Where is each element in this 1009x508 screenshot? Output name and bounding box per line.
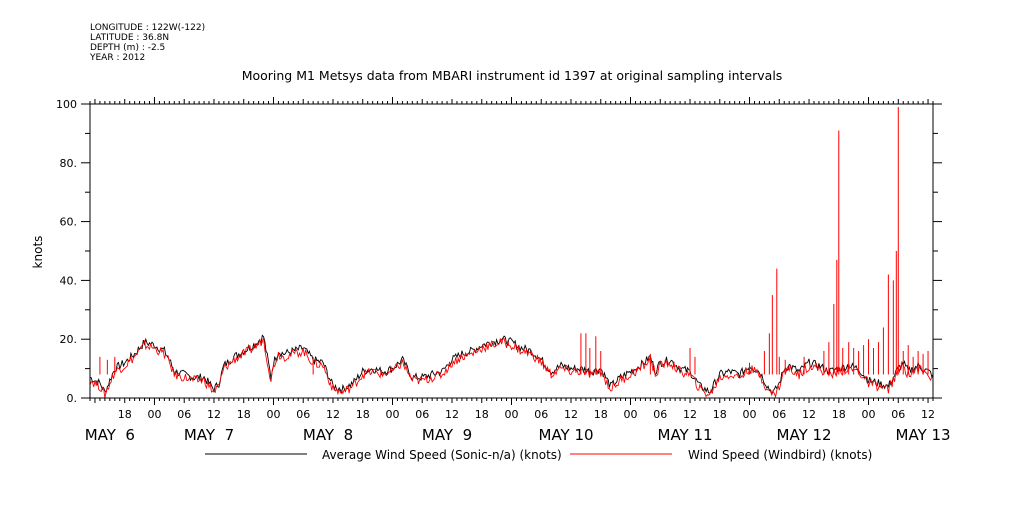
meta-longitude: LONGITUDE : 122W(-122) xyxy=(90,23,205,33)
x-hour-label: 06 xyxy=(653,408,667,421)
x-hour-label: 00 xyxy=(385,408,399,421)
metadata-block: LONGITUDE : 122W(-122) LATITUDE : 36.8N … xyxy=(89,23,205,63)
y-tick-label: 0. xyxy=(67,392,78,405)
y-axis-label: knots xyxy=(31,236,45,269)
x-hour-label: 18 xyxy=(356,408,370,421)
series-line-1 xyxy=(90,337,933,398)
plot-frame xyxy=(89,103,934,399)
y-tick-labels: 0. 20. 40. 60. 80. 100 xyxy=(56,98,77,405)
meta-depth: DEPTH (m) : -2.5 xyxy=(90,43,165,53)
x-hour-label: 06 xyxy=(772,408,786,421)
x-date-label: MAY 8 xyxy=(303,426,353,444)
x-hour-label: 06 xyxy=(177,408,191,421)
x-hour-label: 12 xyxy=(445,408,459,421)
x-date-label: MAY 10 xyxy=(539,426,594,444)
legend-label-average: Average Wind Speed (Sonic-n/a) (knots) xyxy=(322,448,562,462)
axes xyxy=(89,103,934,399)
x-hour-label: 12 xyxy=(683,408,697,421)
plot-area xyxy=(90,106,933,398)
x-hour-label: 06 xyxy=(415,408,429,421)
x-date-label: MAY 13 xyxy=(896,426,951,444)
x-hour-label: 00 xyxy=(624,408,638,421)
x-hour-label: 12 xyxy=(921,408,935,421)
series-line-0 xyxy=(90,334,933,396)
x-hour-label: 12 xyxy=(207,408,221,421)
x-hour-labels: 18 00 06 12 18 00 06 12 18 00 06 12 18 00 06 12 18 00 06 12… xyxy=(118,408,935,421)
x-date-label: MAY 6 xyxy=(85,426,135,444)
meta-latitude: LATITUDE : 36.8N xyxy=(90,33,169,43)
x-hour-label: 12 xyxy=(802,408,816,421)
x-date-label: MAY 12 xyxy=(777,426,832,444)
x-hour-label: 18 xyxy=(118,408,132,421)
y-tick-label: 40. xyxy=(60,274,78,287)
chart-title: Mooring M1 Metsys data from MBARI instru… xyxy=(242,68,783,83)
y-tick-label: 20. xyxy=(60,333,78,346)
x-hour-label: 18 xyxy=(594,408,608,421)
x-date-label: MAY 9 xyxy=(422,426,472,444)
x-hour-label: 18 xyxy=(832,408,846,421)
x-hour-label: 12 xyxy=(564,408,578,421)
x-hour-label: 12 xyxy=(326,408,340,421)
meta-year: YEAR : 2012 xyxy=(89,53,145,63)
x-hour-label: 00 xyxy=(266,408,280,421)
y-tick-label: 60. xyxy=(60,216,78,229)
x-hour-label: 00 xyxy=(743,408,757,421)
legend: Average Wind Speed (Sonic-n/a) (knots) W… xyxy=(205,448,872,462)
x-date-labels: MAY 6 MAY 7 MAY 8 MAY 9 MAY 10 MAY 11 MAY 12 MA… xyxy=(85,426,951,444)
tick-marks xyxy=(81,97,942,405)
x-hour-label: 00 xyxy=(147,408,161,421)
x-hour-label: 18 xyxy=(237,408,251,421)
x-hour-label: 18 xyxy=(475,408,489,421)
x-hour-label: 06 xyxy=(296,408,310,421)
x-date-label: MAY 11 xyxy=(658,426,713,444)
x-hour-label: 06 xyxy=(534,408,548,421)
y-tick-label: 100 xyxy=(56,98,77,111)
x-hour-label: 06 xyxy=(891,408,905,421)
x-hour-label: 18 xyxy=(713,408,727,421)
x-hour-label: 00 xyxy=(862,408,876,421)
legend-label-windbird: Wind Speed (Windbird) (knots) xyxy=(688,448,872,462)
y-tick-label: 80. xyxy=(60,157,78,170)
x-date-label: MAY 7 xyxy=(184,426,234,444)
x-hour-label: 00 xyxy=(505,408,519,421)
